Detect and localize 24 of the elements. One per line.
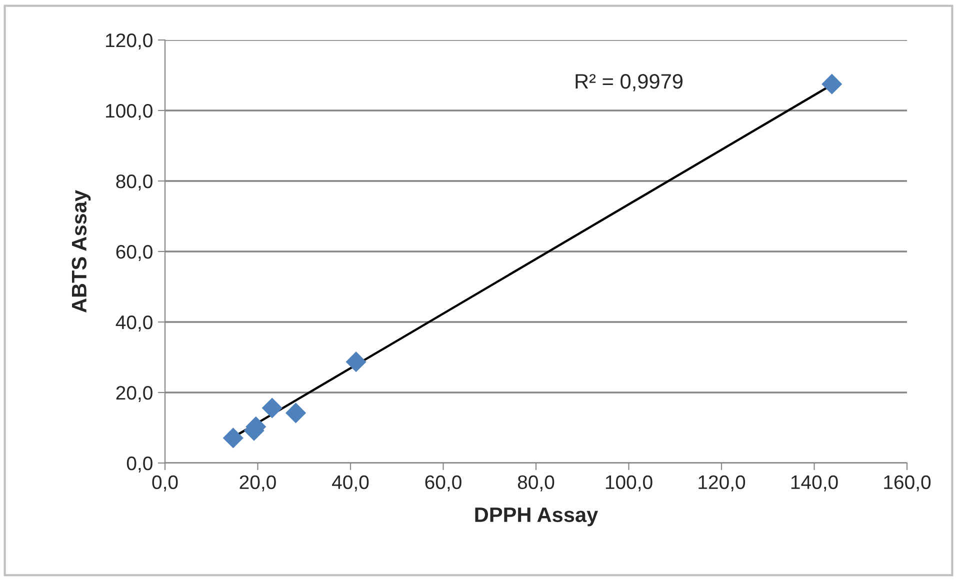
y-tick-label: 20,0 xyxy=(116,386,152,402)
point xyxy=(285,402,306,424)
annotation: R² = 0,9979 xyxy=(576,74,682,92)
y-tick-label: 60,0 xyxy=(116,244,152,262)
point xyxy=(822,74,842,94)
y-tick-label: 40,0 xyxy=(116,315,152,332)
point xyxy=(346,352,366,372)
x-tick-label: 120,0 xyxy=(698,475,746,492)
point xyxy=(262,398,282,418)
x-tick-label: 140,0 xyxy=(791,475,838,492)
x-axis-title: DPPH Assay xyxy=(475,508,598,526)
x-tick-label: 0,0 xyxy=(152,475,178,492)
x-tick-label: 60,0 xyxy=(425,475,462,492)
y-tick-label: 0,0 xyxy=(126,456,152,473)
x-tick-label: 160,0 xyxy=(884,475,931,492)
x-tick-label: 40,0 xyxy=(332,475,369,492)
y-axis-title: ABTS Assay xyxy=(72,190,91,313)
x-tick-label: 20,0 xyxy=(240,475,276,492)
x-tick-label: 80,0 xyxy=(518,475,554,492)
y-tick-label: 100,0 xyxy=(106,104,152,120)
point xyxy=(222,428,244,448)
x-tick-label: 100,0 xyxy=(606,475,652,492)
y-tick-label: 120,0 xyxy=(106,33,152,50)
y-tick-label: 80,0 xyxy=(116,174,152,191)
